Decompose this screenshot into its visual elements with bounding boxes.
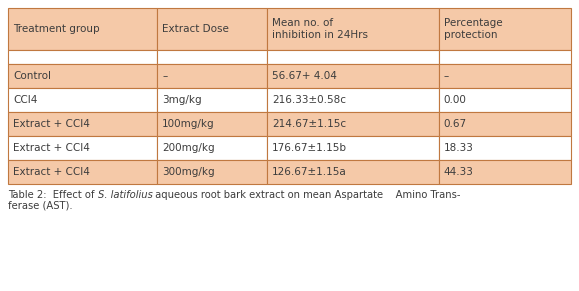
Text: 214.67±1.15c: 214.67±1.15c [272, 119, 346, 129]
Text: Percentage
protection: Percentage protection [444, 18, 503, 40]
Bar [267, 88, 439, 112]
Bar [8, 64, 157, 88]
Bar [157, 136, 267, 160]
Text: CCl4: CCl4 [13, 95, 38, 105]
Text: 18.33: 18.33 [444, 143, 474, 153]
Bar [267, 160, 439, 184]
Text: –: – [444, 71, 449, 81]
Text: Treatment group: Treatment group [13, 24, 100, 34]
Bar [8, 160, 157, 184]
Text: Extract + CCl4: Extract + CCl4 [13, 143, 90, 153]
Text: 176.67±1.15b: 176.67±1.15b [272, 143, 347, 153]
Bar [8, 50, 157, 64]
Text: 0.67: 0.67 [444, 119, 467, 129]
Text: 3mg/kg: 3mg/kg [162, 95, 202, 105]
Bar [439, 50, 571, 64]
Text: –: – [162, 71, 167, 81]
Text: Control: Control [13, 71, 51, 81]
Text: 44.33: 44.33 [444, 167, 474, 177]
Bar [157, 64, 267, 88]
Bar [8, 88, 157, 112]
Bar [439, 88, 571, 112]
Bar [157, 8, 267, 50]
Text: Mean no. of
inhibition in 24Hrs: Mean no. of inhibition in 24Hrs [272, 18, 368, 40]
Text: 300mg/kg: 300mg/kg [162, 167, 215, 177]
Bar [439, 8, 571, 50]
Text: S. latifolius: S. latifolius [98, 190, 152, 200]
Bar [8, 8, 157, 50]
Text: 216.33±0.58c: 216.33±0.58c [272, 95, 346, 105]
Bar [439, 136, 571, 160]
Bar [439, 112, 571, 136]
Bar [157, 112, 267, 136]
Bar [267, 8, 439, 50]
Bar [157, 50, 267, 64]
Text: aqueous root bark extract on mean Aspartate    Amino Trans-: aqueous root bark extract on mean Aspart… [152, 190, 461, 200]
Text: 100mg/kg: 100mg/kg [162, 119, 215, 129]
Bar [267, 112, 439, 136]
Bar [439, 160, 571, 184]
Text: 0.00: 0.00 [444, 95, 467, 105]
Text: 56.67+ 4.04: 56.67+ 4.04 [272, 71, 337, 81]
Bar [157, 88, 267, 112]
Bar [267, 136, 439, 160]
Text: ferase (AST).: ferase (AST). [8, 201, 72, 211]
Bar [267, 64, 439, 88]
Text: 126.67±1.15a: 126.67±1.15a [272, 167, 347, 177]
Bar [439, 64, 571, 88]
Text: Extract + CCl4: Extract + CCl4 [13, 167, 90, 177]
Bar [8, 112, 157, 136]
Text: Table 2:  Effect of: Table 2: Effect of [8, 190, 98, 200]
Text: 200mg/kg: 200mg/kg [162, 143, 215, 153]
Text: Extract + CCl4: Extract + CCl4 [13, 119, 90, 129]
Bar [8, 136, 157, 160]
Bar [267, 50, 439, 64]
Text: Extract Dose: Extract Dose [162, 24, 229, 34]
Bar [157, 160, 267, 184]
